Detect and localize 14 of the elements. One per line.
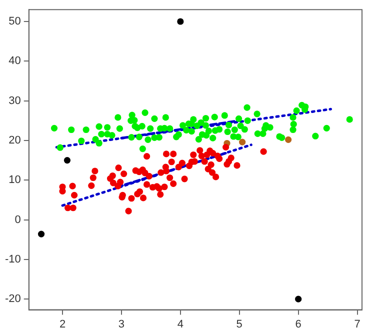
x-tick-label: 7 — [354, 318, 360, 330]
y-tick-label: 20 — [8, 134, 21, 146]
y-tick-label: 0 — [14, 214, 21, 226]
x-tick-label: 3 — [118, 318, 125, 330]
x-tick-label: 4 — [177, 318, 184, 330]
y-tick-label: 50 — [8, 16, 21, 28]
y-tick-label: -10 — [4, 253, 21, 266]
x-tick-label: 6 — [295, 318, 302, 330]
y-tick-label: -20 — [4, 293, 21, 306]
x-tick-label: 2 — [59, 318, 66, 330]
y-tick-label: 40 — [8, 55, 21, 68]
y-tick-label: 30 — [8, 94, 21, 107]
y-tick-label: 10 — [8, 174, 21, 186]
x-tick-label: 5 — [236, 318, 242, 330]
